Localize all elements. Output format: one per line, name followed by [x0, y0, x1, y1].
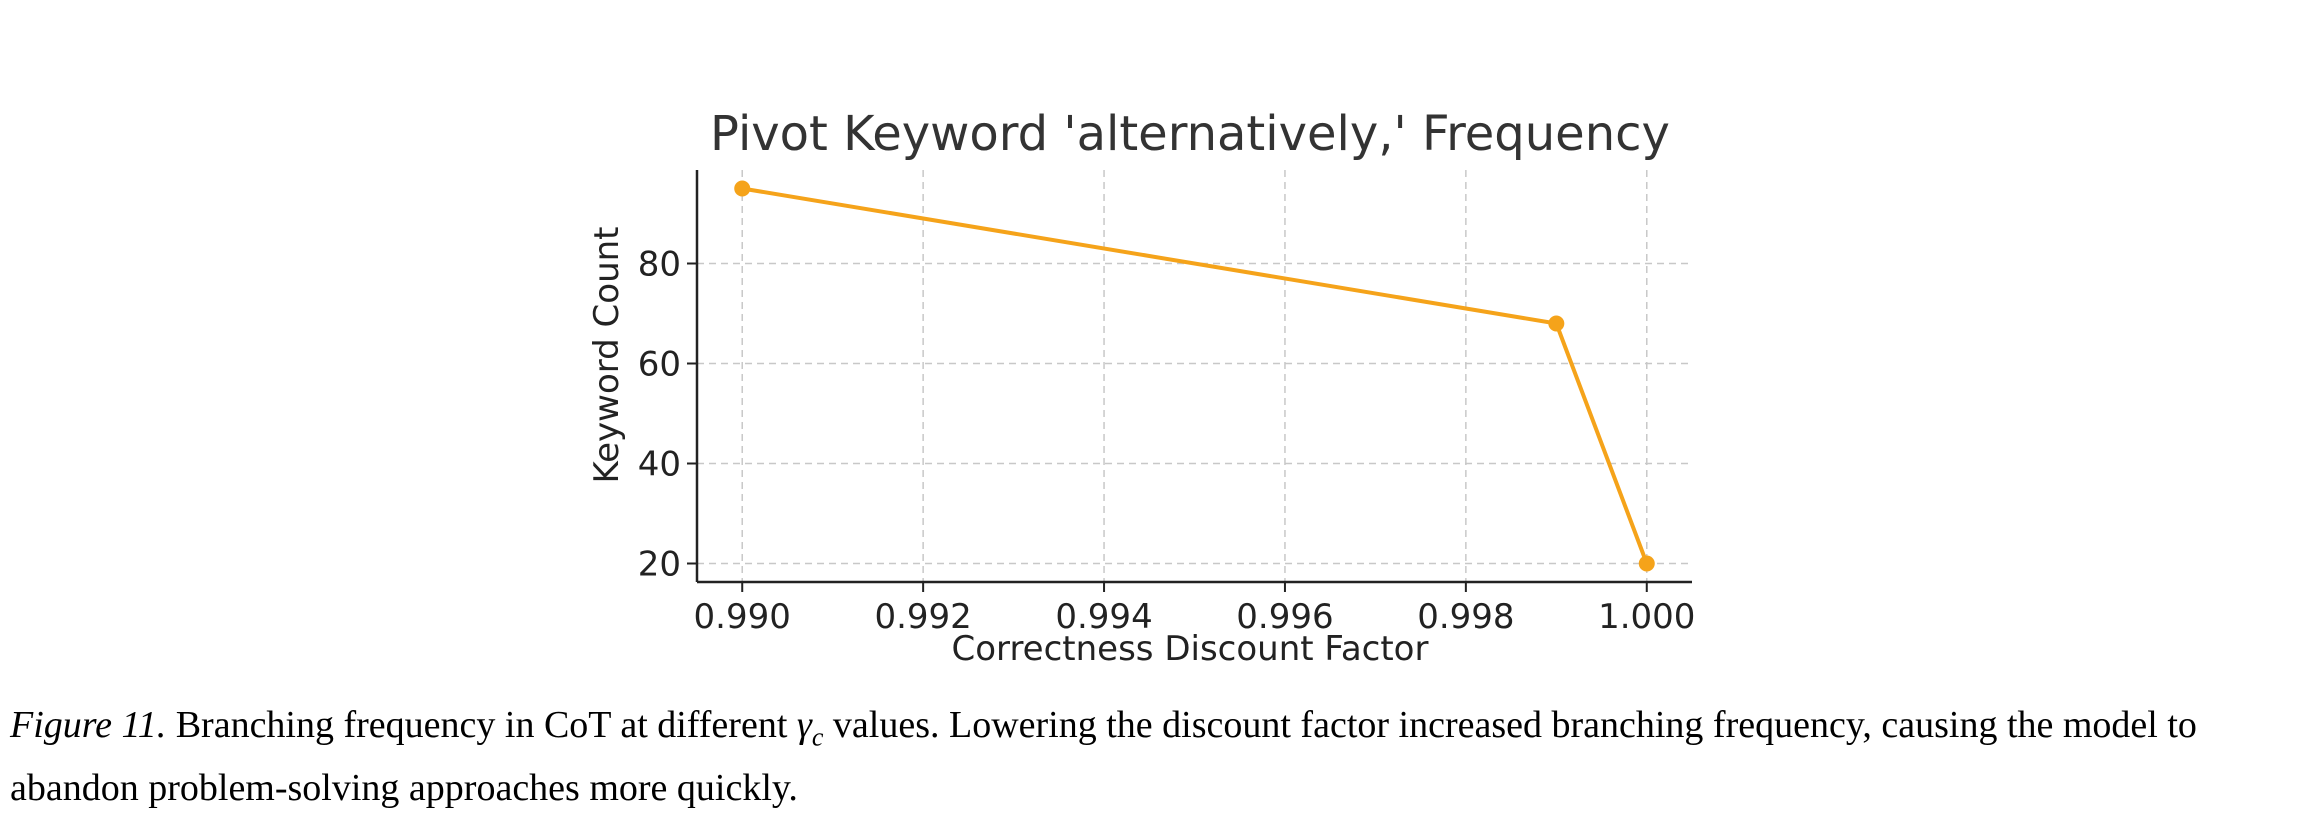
y-tick-label: 40 — [638, 445, 681, 485]
axes — [695, 170, 1692, 584]
series-line — [741, 186, 1649, 565]
data-point — [734, 180, 751, 197]
x-tick-label: 0.996 — [1236, 597, 1333, 637]
x-axis-label: Correctness Discount Factor — [952, 629, 1429, 669]
y-tick-label: 60 — [638, 345, 681, 385]
gamma-letter: γ — [796, 704, 812, 746]
chart-title: Pivot Keyword 'alternatively,' Frequency — [710, 106, 1670, 162]
y-axis-label: Keyword Count — [587, 227, 627, 484]
x-tick-label: 0.994 — [1055, 597, 1152, 637]
x-tick-label: 0.992 — [874, 597, 971, 637]
x-tick-label: 1.000 — [1598, 597, 1695, 637]
grid — [697, 170, 1692, 582]
caption-text-before: Branching frequency in CoT at different — [166, 704, 797, 746]
y-tick-label: 80 — [638, 245, 681, 285]
x-tick-label: 0.990 — [694, 597, 791, 637]
data-point — [1548, 315, 1565, 332]
figure-label: Figure 11. — [10, 704, 167, 746]
figure-caption: Figure 11. Branching frequency in CoT at… — [10, 700, 2300, 813]
series — [734, 180, 1655, 572]
gamma-subscript: c — [811, 722, 824, 752]
caption-text-after: values. Lowering the discount factor inc… — [10, 704, 2197, 809]
y-tick-label: 20 — [638, 545, 681, 585]
gamma-symbol: γc — [796, 704, 824, 752]
data-point — [1638, 555, 1655, 572]
ticks: 0.990 0.992 0.994 0.996 0.998 1.000 20 40 60 80 — [638, 245, 1696, 638]
chart: Pivot Keyword 'alternatively,' Frequency… — [587, 106, 1696, 669]
x-tick-label: 0.998 — [1417, 597, 1514, 637]
